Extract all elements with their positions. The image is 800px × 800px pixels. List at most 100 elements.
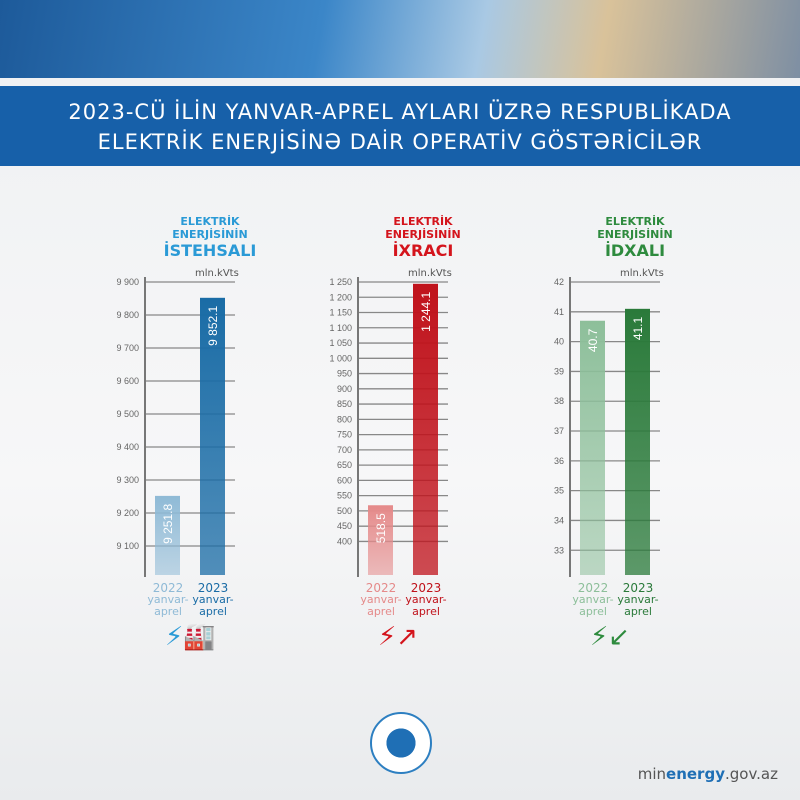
tick-label: 9 100 — [116, 541, 139, 551]
chart-title: ELEKTRİK ENERJİSİNİN İDXALI — [565, 215, 705, 260]
category-label-line: aprel — [367, 605, 395, 618]
category-label-line: 2022 — [365, 581, 397, 595]
chart-title-line: ELEKTRİK — [393, 215, 453, 228]
category-label: 2023 yanvar-aprel — [613, 582, 663, 618]
tick-label: 9 700 — [116, 343, 139, 353]
category-label-line: 2022 — [152, 581, 184, 595]
category-label-line: 2022 — [577, 581, 609, 595]
title-banner: 2023-CÜ İLİN YANVAR-APREL AYLARI ÜZRƏ RE… — [0, 86, 800, 166]
category-label-line: aprel — [624, 605, 652, 618]
category-label: 2022 yanvar-aprel — [568, 582, 618, 618]
category-label-line: yanvar- — [617, 593, 659, 606]
tick-label: 37 — [554, 426, 564, 436]
power-tower-export-icon: ⚡↗ — [378, 622, 419, 652]
bar-2022 — [368, 505, 393, 575]
category-label-line: aprel — [154, 605, 182, 618]
data-label: 518.5 — [374, 513, 388, 543]
data-label: 41.1 — [631, 317, 645, 341]
tick-label: 38 — [554, 396, 564, 406]
site-pre: min — [637, 765, 667, 783]
tick-label: 1 250 — [329, 277, 352, 287]
tick-label: 9 800 — [116, 310, 139, 320]
tick-label: 34 — [554, 515, 564, 525]
category-label: 2023 yanvar-aprel — [401, 582, 451, 618]
category-label-line: 2023 — [410, 581, 442, 595]
category-label-line: 2023 — [197, 581, 229, 595]
ministry-logo — [370, 712, 432, 774]
category-label-line: aprel — [199, 605, 227, 618]
unit-label: mln.kVts — [408, 268, 452, 279]
tick-label: 41 — [554, 307, 564, 317]
bar-2023 — [200, 297, 225, 575]
category-label-line: yanvar- — [572, 593, 614, 606]
tick-label: 1 100 — [329, 323, 352, 333]
title-line-1: 2023-CÜ İLİN YANVAR-APREL AYLARI ÜZRƏ RE… — [68, 100, 732, 124]
tick-label: 550 — [337, 491, 352, 501]
chart-title: ELEKTRİK ENERJİSİNİN İXRACI — [353, 215, 493, 260]
tick-label: 39 — [554, 366, 564, 376]
tick-label: 42 — [554, 277, 564, 287]
tick-label: 1 000 — [329, 353, 352, 363]
tick-label: 9 200 — [116, 508, 139, 518]
title-line-2: ELEKTRİK ENERJİSİNƏ DAİR OPERATİV GÖSTƏR… — [97, 130, 703, 154]
tick-label: 33 — [554, 545, 564, 555]
tick-label: 500 — [337, 506, 352, 516]
chart-title-line: ENERJİSİNİN — [597, 228, 673, 241]
tick-label: 9 600 — [116, 376, 139, 386]
tick-label: 9 300 — [116, 475, 139, 485]
tick-label: 400 — [337, 536, 352, 546]
power-tower-factory-icon: ⚡🏭 — [165, 622, 216, 652]
chart-title-line: İXRACI — [392, 241, 454, 260]
website-link[interactable]: minenergy.gov.az — [638, 765, 778, 783]
bar-2023 — [625, 308, 650, 575]
chart-title: ELEKTRİK ENERJİSİNİN İSTEHSALI — [140, 215, 280, 260]
unit-label: mln.kVts — [620, 268, 664, 279]
chart-title-line: ELEKTRİK — [605, 215, 665, 228]
data-label: 9 852.1 — [206, 305, 220, 345]
category-label: 2022 yanvar-aprel — [356, 582, 406, 618]
tick-label: 600 — [337, 475, 352, 485]
category-label-line: aprel — [412, 605, 440, 618]
site-brand: energy — [666, 765, 725, 783]
chart-title-line: ELEKTRİK — [180, 215, 240, 228]
tick-label: 35 — [554, 486, 564, 496]
chart-title-line: İSTEHSALI — [163, 241, 257, 260]
bar-2023 — [413, 283, 438, 575]
tick-label: 450 — [337, 521, 352, 531]
bar-2022 — [155, 495, 180, 575]
tick-label: 9 400 — [116, 442, 139, 452]
tick-label: 700 — [337, 445, 352, 455]
unit-label: mln.kVts — [195, 268, 239, 279]
tick-label: 750 — [337, 430, 352, 440]
tick-label: 800 — [337, 414, 352, 424]
data-label: 1 244.1 — [419, 291, 433, 331]
header-photo — [0, 0, 800, 78]
power-tower-import-icon: ⚡↙ — [590, 622, 631, 652]
tick-label: 1 150 — [329, 308, 352, 318]
site-post: .gov.az — [724, 765, 778, 783]
bar-2022 — [580, 320, 605, 575]
tick-label: 1 050 — [329, 338, 352, 348]
data-label: 40.7 — [586, 328, 600, 352]
tick-label: 9 900 — [116, 277, 139, 287]
data-label: 9 251.8 — [161, 504, 175, 544]
tick-label: 850 — [337, 399, 352, 409]
category-label-line: yanvar- — [360, 593, 402, 606]
category-label-line: 2023 — [622, 581, 654, 595]
chart-title-line: ENERJİSİNİN — [172, 228, 248, 241]
tick-label: 650 — [337, 460, 352, 470]
category-label-line: aprel — [579, 605, 607, 618]
tick-label: 900 — [337, 384, 352, 394]
tick-label: 36 — [554, 456, 564, 466]
tick-label: 1 200 — [329, 292, 352, 302]
tick-label: 40 — [554, 337, 564, 347]
category-label-line: yanvar- — [405, 593, 447, 606]
category-label-line: yanvar- — [192, 593, 234, 606]
chart-title-line: ENERJİSİNİN — [385, 228, 461, 241]
tick-label: 950 — [337, 369, 352, 379]
category-label: 2023 yanvar-aprel — [188, 582, 238, 618]
chart-title-line: İDXALI — [604, 241, 666, 260]
